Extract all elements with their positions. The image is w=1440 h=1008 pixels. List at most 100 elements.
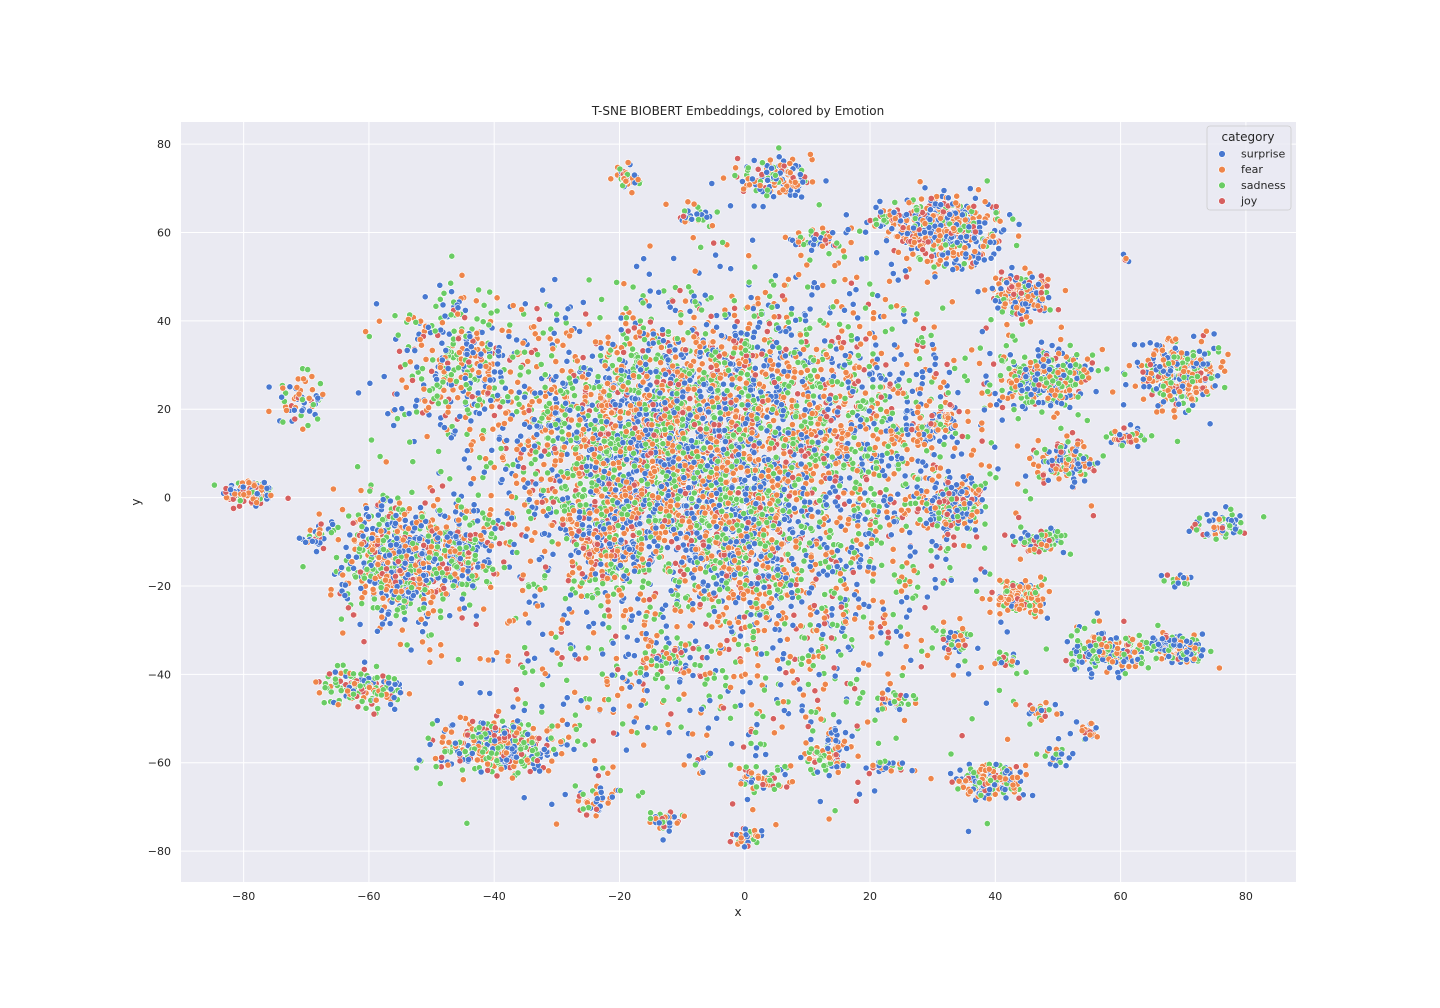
point-surprise xyxy=(898,369,906,377)
point-surprise xyxy=(797,754,805,761)
point-fear xyxy=(812,462,820,470)
point-joy xyxy=(1088,359,1096,367)
point-surprise xyxy=(751,475,759,482)
point-sadness xyxy=(458,766,466,774)
point-joy xyxy=(973,533,980,541)
point-fear xyxy=(535,335,542,342)
point-joy xyxy=(396,347,403,355)
point-surprise xyxy=(355,389,362,397)
point-surprise xyxy=(686,654,694,661)
point-surprise xyxy=(1185,527,1193,535)
point-sadness xyxy=(368,436,375,444)
point-sadness xyxy=(982,503,989,511)
point-joy xyxy=(647,318,654,326)
point-surprise xyxy=(488,446,496,454)
point-fear xyxy=(1203,327,1210,335)
point-joy xyxy=(455,335,462,343)
point-fear xyxy=(1055,475,1063,483)
point-fear xyxy=(673,623,681,631)
point-sadness xyxy=(806,324,814,332)
point-sadness xyxy=(804,283,812,291)
point-sadness xyxy=(825,563,833,571)
point-sadness xyxy=(525,368,532,376)
point-surprise xyxy=(465,464,473,472)
point-joy xyxy=(920,324,927,332)
point-joy xyxy=(865,770,873,777)
point-surprise xyxy=(467,417,475,425)
point-sadness xyxy=(840,461,848,469)
point-sadness xyxy=(525,721,532,729)
point-sadness xyxy=(968,715,976,723)
point-fear xyxy=(881,611,889,619)
point-surprise xyxy=(727,202,734,210)
point-fear xyxy=(731,311,738,319)
point-fear xyxy=(1021,264,1029,272)
point-sadness xyxy=(762,674,769,682)
point-fear xyxy=(889,545,897,553)
point-surprise xyxy=(486,690,494,697)
point-fear xyxy=(375,317,383,325)
point-sadness xyxy=(752,763,760,771)
point-sadness xyxy=(675,695,683,703)
point-joy xyxy=(729,800,736,808)
point-surprise xyxy=(553,316,561,324)
point-sadness xyxy=(877,405,885,413)
point-surprise xyxy=(356,621,364,628)
point-joy xyxy=(428,487,436,495)
point-fear xyxy=(886,277,893,285)
point-joy xyxy=(667,710,675,718)
point-sadness xyxy=(437,468,445,475)
point-surprise xyxy=(941,433,949,441)
point-fear xyxy=(691,566,698,574)
point-sadness xyxy=(785,659,792,667)
point-fear xyxy=(890,470,898,478)
point-surprise xyxy=(563,357,571,365)
point-surprise xyxy=(421,293,429,301)
point-surprise xyxy=(644,724,652,731)
point-fear xyxy=(865,661,873,669)
point-joy xyxy=(1120,617,1128,625)
point-sadness xyxy=(987,316,995,324)
point-joy xyxy=(794,390,802,398)
point-sadness xyxy=(888,325,896,333)
point-fear xyxy=(797,331,804,339)
point-surprise xyxy=(727,265,735,273)
point-fear xyxy=(531,529,539,537)
point-surprise xyxy=(772,272,779,279)
point-surprise xyxy=(286,383,294,391)
point-joy xyxy=(565,577,572,585)
point-sadness xyxy=(996,687,1003,694)
point-fear xyxy=(898,587,905,595)
point-surprise xyxy=(931,273,939,281)
point-fear xyxy=(761,627,768,634)
point-sadness xyxy=(752,567,760,575)
point-fear xyxy=(544,441,551,449)
point-fear xyxy=(1153,408,1161,416)
point-sadness xyxy=(1103,365,1111,373)
point-surprise xyxy=(1214,372,1222,380)
point-sadness xyxy=(210,481,218,489)
point-surprise xyxy=(965,828,972,835)
point-surprise xyxy=(994,465,1002,473)
point-fear xyxy=(851,615,859,623)
point-fear xyxy=(569,569,576,577)
point-surprise xyxy=(902,267,909,275)
point-joy xyxy=(921,604,929,611)
point-sadness xyxy=(1099,452,1107,460)
point-fear xyxy=(1171,413,1179,421)
point-fear xyxy=(514,695,522,703)
point-fear xyxy=(883,508,891,516)
point-fear xyxy=(432,755,439,762)
point-sadness xyxy=(432,763,440,770)
point-sadness xyxy=(823,444,830,452)
point-fear xyxy=(455,349,463,356)
point-surprise xyxy=(853,581,861,588)
point-joy xyxy=(998,268,1005,276)
point-surprise xyxy=(997,285,1005,293)
point-surprise xyxy=(515,388,523,396)
point-surprise xyxy=(787,602,795,610)
point-sadness xyxy=(563,676,571,684)
point-sadness xyxy=(1083,417,1091,424)
point-joy xyxy=(1120,424,1128,432)
point-joy xyxy=(344,604,352,612)
